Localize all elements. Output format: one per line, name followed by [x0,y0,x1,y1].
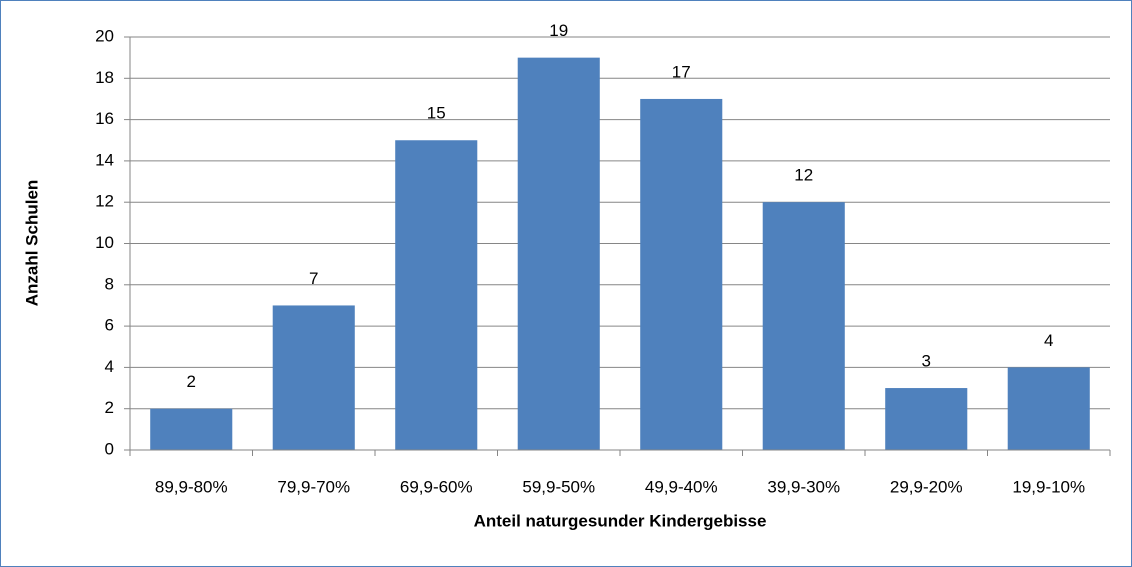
x-tick-label: 29,9-20% [890,477,963,496]
y-tick-label: 8 [105,274,114,293]
data-label: 19 [549,21,568,40]
data-label: 3 [922,352,931,371]
x-tick-label: 39,9-30% [767,477,840,496]
data-label: 4 [1044,331,1053,350]
x-tick-label: 89,9-80% [155,477,228,496]
bar [762,202,845,450]
bar [150,408,233,450]
y-tick-label: 6 [105,316,114,335]
x-tick-label: 69,9-60% [400,477,473,496]
bar [1007,367,1090,450]
y-axis-title: Anzahl Schulen [22,180,41,307]
y-tick-label: 10 [95,233,114,252]
data-label: 12 [794,166,813,185]
x-tick-label: 19,9-10% [1012,477,1085,496]
y-tick-label: 12 [95,192,114,211]
bar [517,57,600,451]
x-axis-title: Anteil naturgesunder Kindergebisse [474,511,767,530]
data-label: 7 [309,269,318,288]
bar [395,140,478,450]
bar [640,98,723,450]
y-tick-label: 4 [105,357,114,376]
bar [272,305,355,450]
y-tick-label: 16 [95,109,114,128]
y-tick-label: 0 [105,439,114,458]
x-tick-label: 79,9-70% [277,477,350,496]
data-label: 17 [672,62,691,81]
y-tick-label: 18 [95,68,114,87]
data-label: 2 [187,372,196,391]
x-tick-label: 59,9-50% [522,477,595,496]
bar [885,388,968,450]
x-tick-label: 49,9-40% [645,477,718,496]
y-tick-label: 20 [95,26,114,45]
y-tick-label: 2 [105,398,114,417]
y-tick-label: 14 [95,150,114,169]
data-label: 15 [427,104,446,123]
